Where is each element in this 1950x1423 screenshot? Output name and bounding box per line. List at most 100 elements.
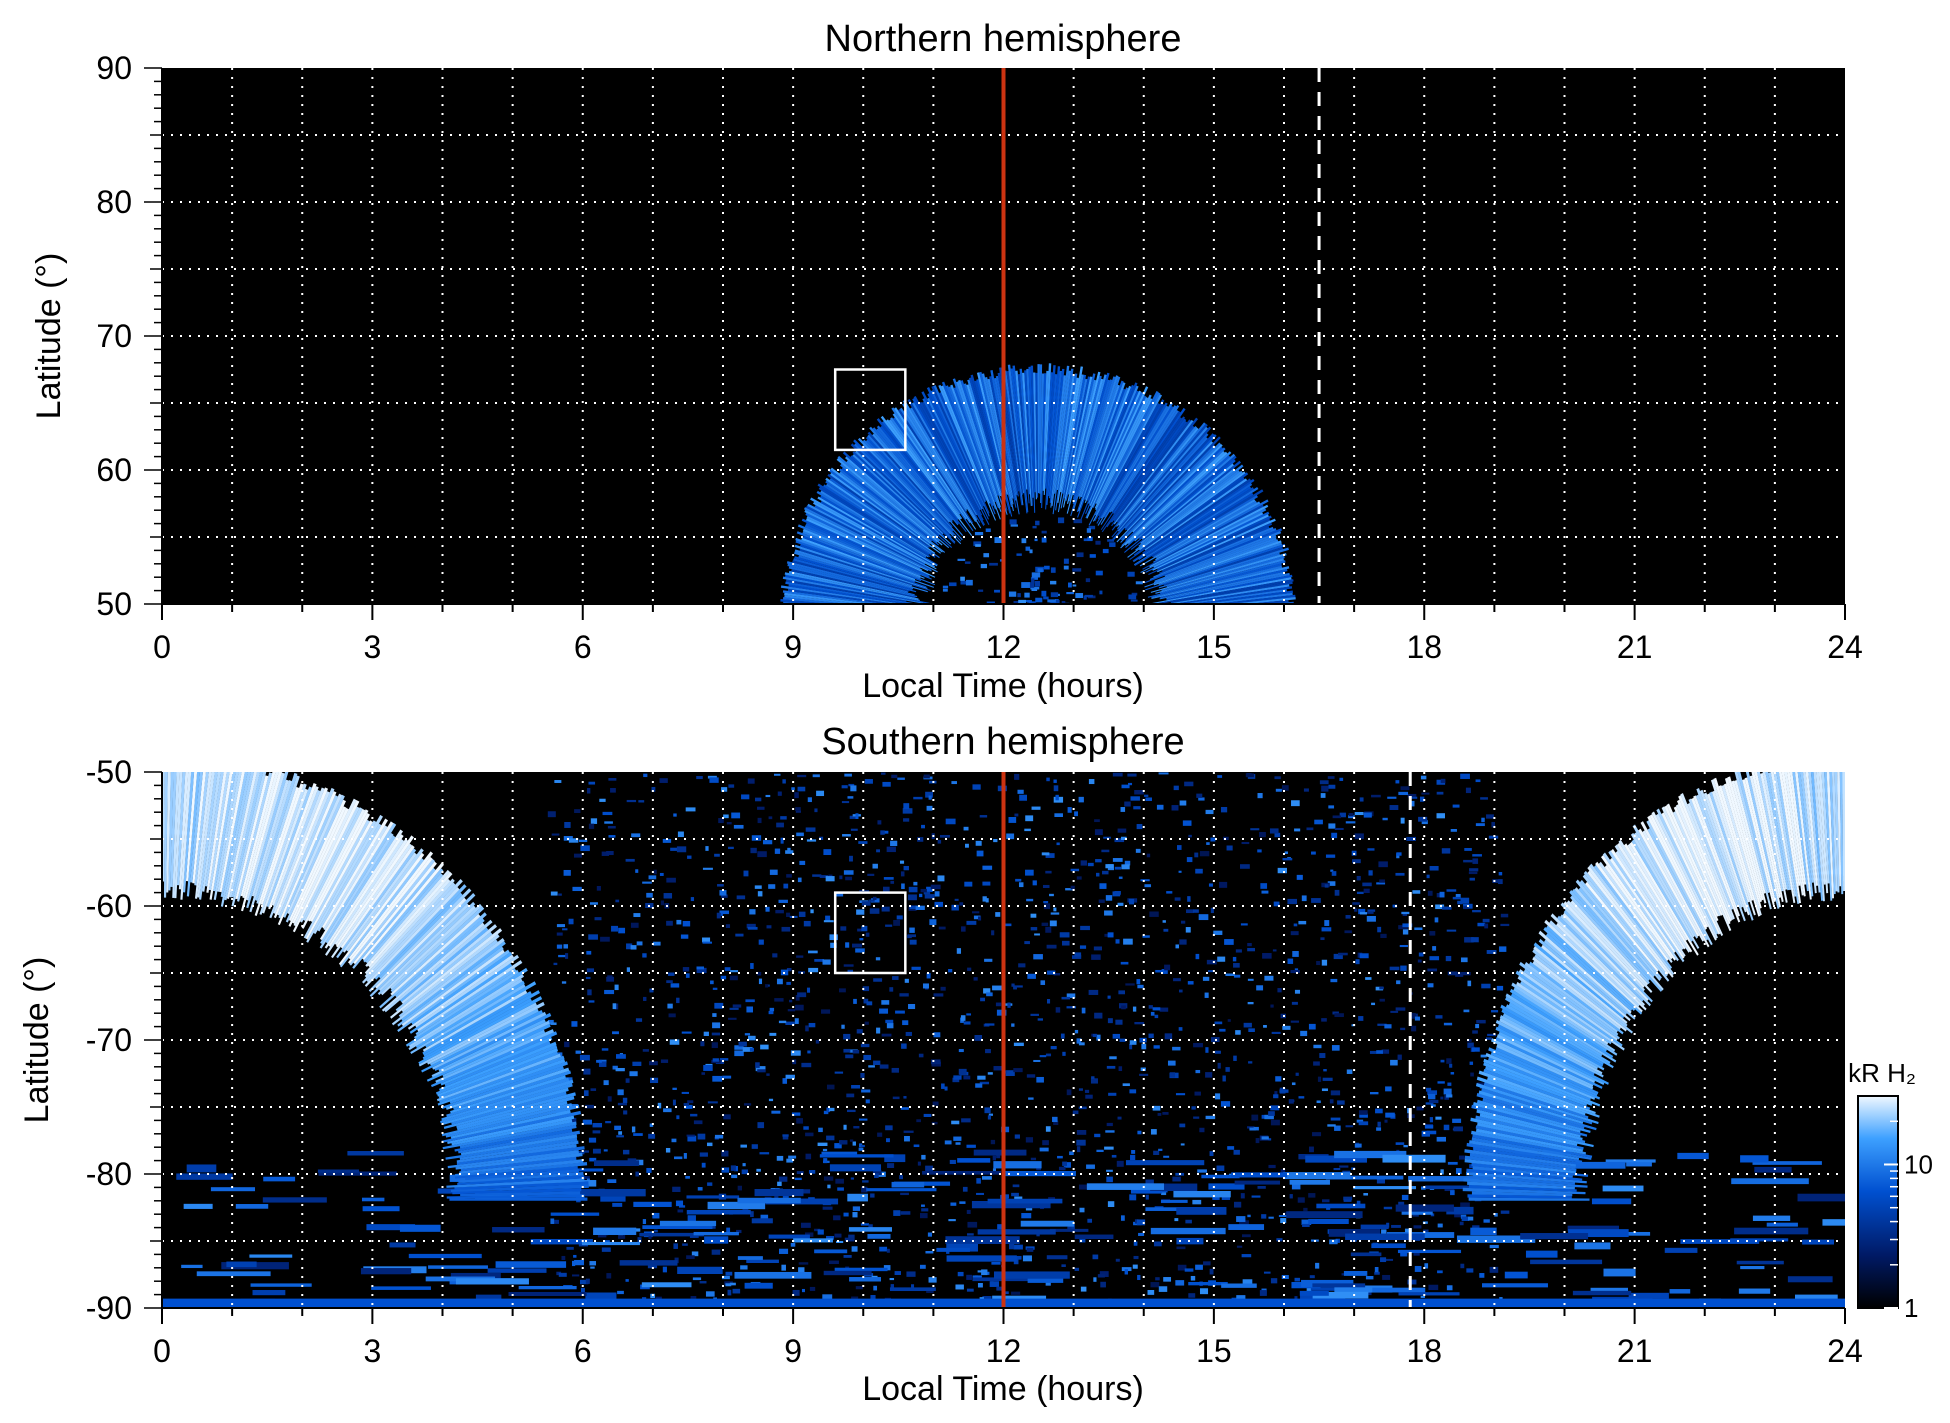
aurora-ray (1476, 1099, 1591, 1134)
aurora-speck (959, 902, 964, 906)
aurora-ray (786, 615, 907, 621)
northern-region-box (833, 368, 907, 452)
aurora-ray (1598, 861, 1673, 963)
aurora-band (1605, 1159, 1656, 1163)
aurora-ray (1520, 980, 1612, 1045)
aurora-ray (418, 996, 543, 1065)
aurora-speck (1224, 939, 1234, 945)
aurora-speck (881, 906, 890, 912)
aurora-speck (765, 906, 770, 912)
aurora-ray (1163, 613, 1290, 620)
aurora-speck (979, 1081, 990, 1085)
aurora-speck (1125, 983, 1135, 986)
aurora-speck (903, 803, 910, 810)
aurora-band (475, 1294, 502, 1300)
aurora-speck (1147, 1289, 1155, 1295)
aurora-speck (687, 1100, 694, 1104)
aurora-speck (768, 1098, 774, 1102)
aurora-ray (1113, 421, 1188, 522)
aurora-speck (1185, 927, 1191, 933)
aurora-ray (413, 969, 519, 1039)
aurora-speck (786, 981, 791, 985)
aurora-ray (930, 390, 990, 517)
aurora-speck (1024, 592, 1030, 598)
aurora-speck (1197, 1169, 1207, 1173)
aurora-speck (732, 1004, 742, 1008)
aurora-speck (1251, 1114, 1259, 1121)
aurora-speck (1045, 853, 1055, 858)
aurora-speck (1226, 845, 1233, 851)
aurora-speck (1274, 832, 1281, 838)
aurora-speck (856, 909, 865, 915)
aurora-speck (1322, 1077, 1333, 1081)
aurora-speck (803, 920, 811, 927)
aurora-speck (873, 1060, 881, 1066)
aurora-speck (632, 1061, 642, 1066)
aurora-speck (1074, 811, 1078, 817)
aurora-speck (1216, 1165, 1225, 1171)
aurora-speck (723, 1114, 731, 1120)
aurora-ray (940, 385, 991, 504)
aurora-speck (580, 1287, 585, 1294)
aurora-speck (1014, 773, 1020, 780)
aurora-ray (952, 378, 1000, 509)
aurora-ray (1810, 772, 1824, 901)
aurora-speck (589, 902, 598, 905)
aurora-speck (1457, 900, 1463, 905)
aurora-speck (1362, 882, 1372, 887)
aurora-ray (1627, 843, 1688, 941)
aurora-speck (1090, 1078, 1098, 1084)
aurora-speck (1014, 1134, 1020, 1139)
aurora-speck (891, 1067, 899, 1073)
aurora-speck (1272, 949, 1277, 952)
aurora-ray (1587, 870, 1669, 975)
aurora-ray (1805, 772, 1819, 886)
aurora-speck (1117, 902, 1124, 906)
aurora-speck (1013, 1042, 1024, 1047)
aurora-speck (1121, 1005, 1126, 1010)
aurora-ray (1129, 477, 1245, 560)
aurora-band (884, 1154, 906, 1163)
aurora-speck (1277, 867, 1287, 874)
aurora-speck (974, 1034, 983, 1041)
aurora-speck (1034, 580, 1040, 587)
aurora-speck (900, 1192, 909, 1196)
aurora-speck (677, 1209, 684, 1213)
aurora-speck (1233, 1149, 1240, 1155)
aurora-speck (921, 1204, 925, 1207)
aurora-speck (1017, 624, 1021, 627)
aurora-speck (861, 925, 868, 932)
aurora-speck (696, 966, 705, 970)
aurora-speck (859, 938, 864, 941)
aurora-ray (810, 497, 935, 568)
aurora-ray (268, 783, 317, 910)
aurora-speck (1035, 520, 1040, 526)
aurora-speck (843, 870, 854, 875)
aurora-ray (401, 949, 505, 1027)
aurora-speck (849, 855, 853, 862)
aurora-band (866, 1188, 937, 1192)
aurora-speck (1062, 605, 1068, 611)
aurora-speck (823, 1176, 834, 1181)
aurora-speck (1126, 609, 1131, 614)
aurora-speck (1460, 1263, 1465, 1269)
aurora-speck (1432, 946, 1437, 951)
aurora-ray (1161, 617, 1297, 622)
aurora-speck (1367, 848, 1375, 851)
northern-x-tick-label: 12 (986, 629, 1022, 665)
aurora-speck (1366, 915, 1376, 922)
aurora-ray (1824, 772, 1833, 901)
aurora-speck (625, 1279, 629, 1282)
aurora-speck (1137, 1274, 1141, 1281)
aurora-speck (991, 930, 995, 936)
aurora-ray (1084, 385, 1132, 504)
northern-title: Northern hemisphere (825, 18, 1182, 60)
aurora-speck (1204, 992, 1209, 998)
aurora-speck (1178, 870, 1182, 873)
aurora-ray (1693, 795, 1741, 917)
aurora-speck (615, 1067, 625, 1072)
aurora-speck (1500, 923, 1510, 927)
aurora-ray (967, 379, 1008, 515)
aurora-speck (785, 850, 794, 854)
aurora-ray (1078, 382, 1126, 512)
